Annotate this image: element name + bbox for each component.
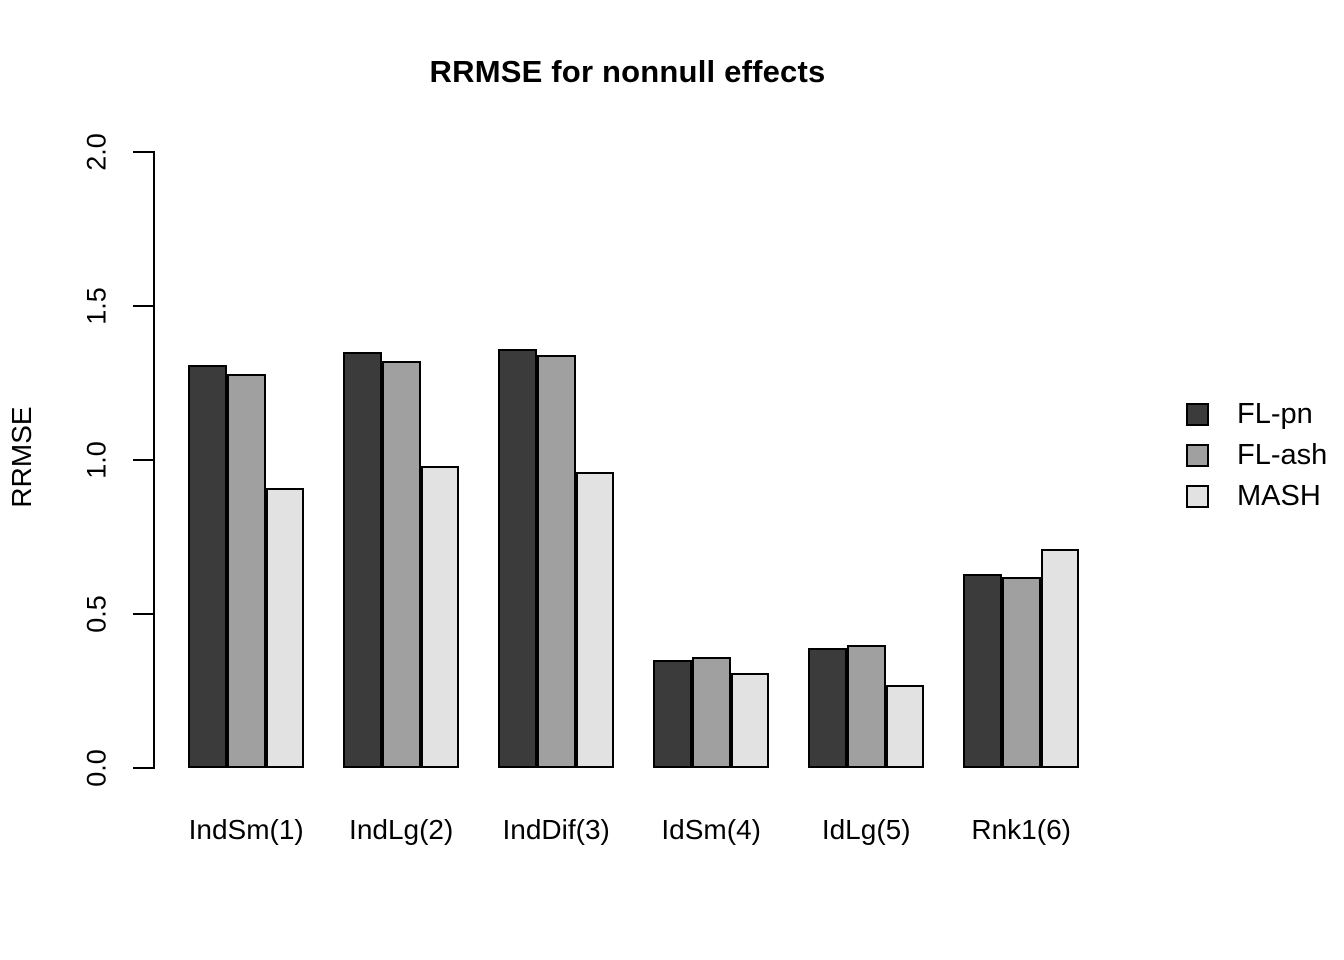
legend-row-FL-pn: FL-pn	[1186, 398, 1327, 430]
bar-MASH-IndSm(1)	[265, 487, 305, 768]
bar-FL-ash-IndLg(2)	[381, 361, 421, 768]
bar-FL-ash-IndDif(3)	[536, 355, 576, 768]
bar-MASH-IdLg(5)	[885, 684, 925, 768]
x-category-label-IndDif(3): IndDif(3)	[502, 814, 610, 845]
y-axis-label: RRMSE	[6, 406, 37, 508]
bar-MASH-IdSm(4)	[730, 672, 770, 768]
y-tick-label-0.0: 0.0	[81, 749, 112, 787]
bar-FL-ash-IndSm(1)	[226, 373, 266, 768]
legend: FL-pn FL-ash MASH	[1186, 398, 1327, 526]
legend-swatch-MASH	[1186, 485, 1209, 508]
y-tick-mark-1.0	[133, 459, 154, 461]
bar-FL-pn-IndLg(2)	[343, 352, 382, 768]
y-tick-mark-0.0	[133, 767, 154, 769]
legend-row-MASH: MASH	[1186, 480, 1327, 512]
y-tick-mark-1.5	[133, 305, 154, 307]
x-category-label-Rnk1(6): Rnk1(6)	[971, 814, 1071, 845]
y-tick-label-2.0: 2.0	[81, 133, 112, 171]
x-category-label-IndSm(1): IndSm(1)	[188, 814, 304, 845]
x-category-label-IdSm(4): IdSm(4)	[661, 814, 761, 845]
bar-FL-pn-IndSm(1)	[188, 364, 227, 768]
bar-FL-ash-IdLg(5)	[846, 644, 886, 768]
y-tick-label-1.0: 1.0	[81, 441, 112, 479]
legend-row-FL-ash: FL-ash	[1186, 439, 1327, 471]
x-category-label-IndLg(2): IndLg(2)	[349, 814, 454, 845]
chart-title: RRMSE for nonnull effects	[429, 54, 826, 89]
bar-FL-pn-IdLg(5)	[808, 647, 847, 768]
bar-FL-ash-IdSm(4)	[691, 657, 731, 768]
bar-FL-pn-IndDif(3)	[498, 349, 537, 768]
y-tick-label-1.5: 1.5	[81, 287, 112, 325]
x-category-label-IdLg(5): IdLg(5)	[821, 814, 911, 845]
legend-swatch-FL-pn	[1186, 403, 1209, 426]
bar-MASH-IndLg(2)	[420, 466, 460, 768]
legend-label-MASH: MASH	[1237, 480, 1321, 512]
bar-FL-pn-Rnk1(6)	[963, 573, 1002, 768]
bar-MASH-IndDif(3)	[575, 472, 615, 768]
legend-swatch-FL-ash	[1186, 444, 1209, 467]
bar-MASH-Rnk1(6)	[1040, 549, 1080, 768]
y-tick-mark-0.5	[133, 613, 154, 615]
bar-FL-pn-IdSm(4)	[653, 660, 692, 768]
legend-label-FL-pn: FL-pn	[1237, 398, 1313, 430]
legend-label-FL-ash: FL-ash	[1237, 439, 1328, 471]
bar-FL-ash-Rnk1(6)	[1001, 577, 1041, 768]
y-tick-label-0.5: 0.5	[81, 595, 112, 633]
y-tick-mark-2.0	[133, 151, 154, 153]
y-axis-line	[153, 151, 155, 769]
